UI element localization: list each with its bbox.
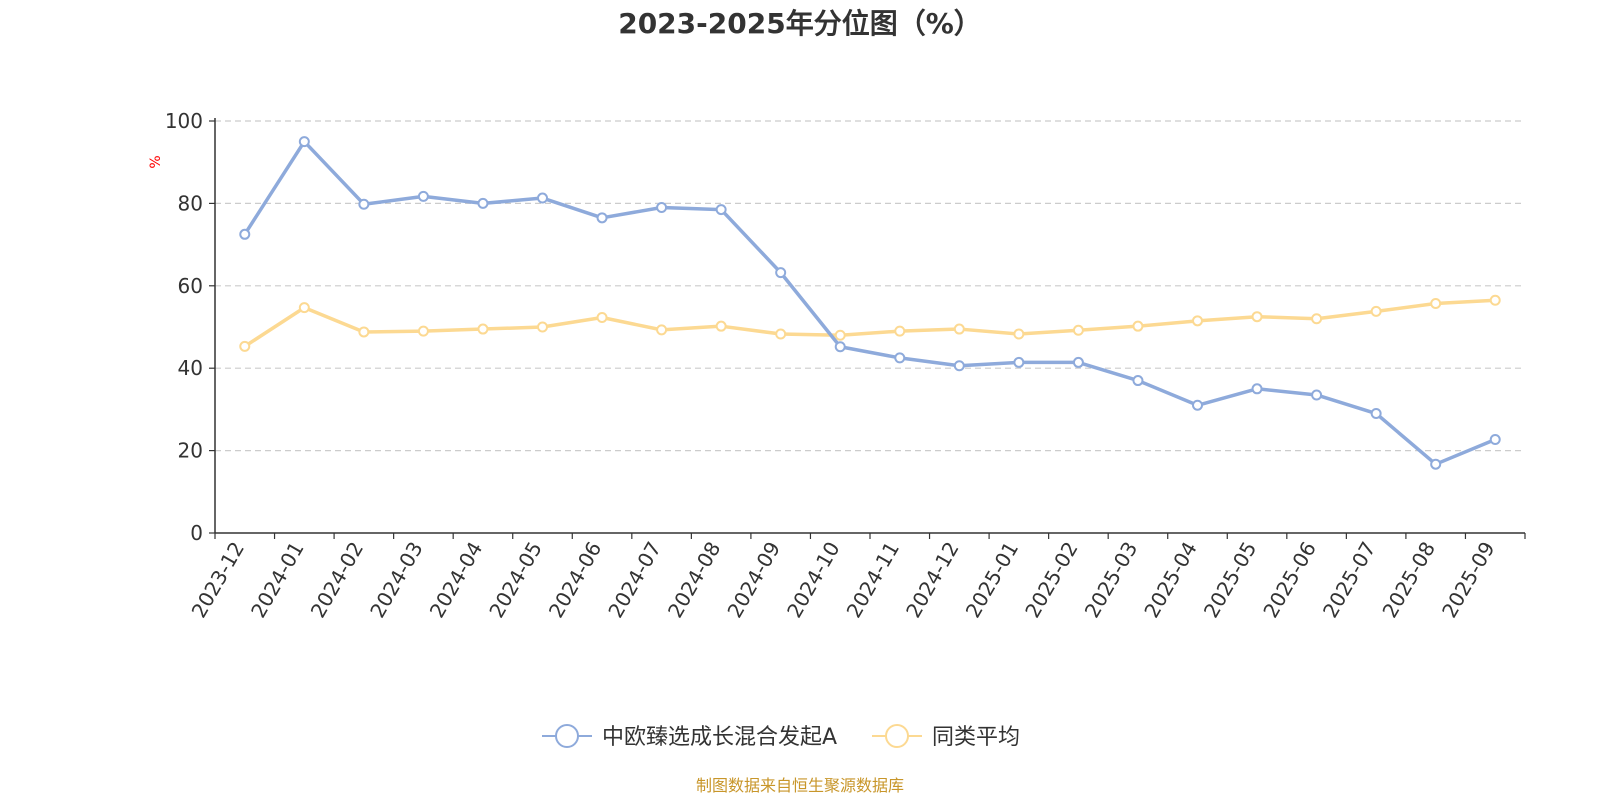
data-point[interactable] [417,190,429,202]
data-point[interactable] [715,320,727,332]
x-tick-label: 2024-05 [484,538,547,622]
data-point[interactable] [537,321,548,333]
legend[interactable]: 中欧臻选成长混合发起A 同类平均 [542,724,1020,750]
data-point[interactable] [596,212,608,224]
x-tick-label: 2025-07 [1318,538,1381,622]
legend-marker-icon [555,724,579,748]
data-point[interactable] [298,302,310,314]
data-point[interactable] [894,325,906,337]
series-line [243,139,1497,466]
data-point[interactable] [775,267,787,279]
data-point[interactable] [1311,313,1323,325]
y-tick-label: 60 [178,274,203,298]
data-point[interactable] [1430,458,1442,470]
x-tick-label: 2025-02 [1020,538,1083,622]
data-point[interactable] [1251,311,1263,323]
x-tick-label: 2025-08 [1377,538,1440,622]
x-tick-label: 2025-05 [1199,538,1262,622]
data-point[interactable] [1311,389,1323,401]
x-tick-label: 2024-07 [603,538,666,622]
data-point[interactable] [656,202,668,214]
x-tick-label: 2024-10 [782,538,845,622]
data-point[interactable] [834,341,846,353]
axes: 0 20 40 60 80 100 2023-122024-012024-022024-03… [165,109,1526,622]
data-point[interactable] [656,324,668,336]
data-point[interactable] [953,323,965,335]
data-point[interactable] [1489,294,1501,306]
data-point[interactable] [1132,375,1144,387]
x-tick-label: 2024-03 [365,538,428,622]
y-tick-label: 0 [190,521,203,545]
data-point[interactable] [596,312,608,324]
y-tick-label: 80 [178,191,203,215]
data-point[interactable] [1132,320,1144,332]
series-0 [239,136,1501,470]
data-point[interactable] [239,340,251,352]
y-axis-label: % [148,155,164,168]
legend-marker-icon [885,724,909,748]
data-point[interactable] [834,329,846,341]
x-tick-label: 2024-06 [544,538,607,622]
data-point[interactable] [1072,356,1084,368]
x-tick-label: 2025-09 [1437,538,1500,622]
data-point[interactable] [298,136,310,148]
data-point[interactable] [953,360,965,372]
data-point[interactable] [239,228,251,240]
data-point[interactable] [1370,305,1382,317]
data-point[interactable] [1192,399,1203,411]
legend-label: 中欧臻选成长混合发起A [602,725,837,750]
x-tick-label: 2023-12 [187,538,250,622]
y-tick-label: 100 [165,109,203,133]
gridlines [215,120,1525,452]
legend-label: 同类平均 [932,725,1020,750]
x-tick-label: 2024-12 [901,538,964,622]
data-point[interactable] [775,328,787,340]
data-point[interactable] [537,192,548,204]
y-tick-label: 40 [178,356,203,380]
chart-title: 2023-2025年分位图（%） [618,7,982,40]
data-point[interactable] [417,325,429,337]
series-1 [239,294,1501,352]
x-tick-label: 2025-03 [1080,538,1143,622]
data-point[interactable] [894,352,906,364]
data-point[interactable] [1192,315,1203,327]
x-tick-label: 2024-11 [842,538,905,622]
y-tick-label: 20 [178,439,203,463]
legend-item[interactable]: 同类平均 [872,724,1020,750]
source-note: 制图数据来自恒生聚源数据库 [696,776,904,795]
data-point[interactable] [358,198,370,210]
x-tick-label: 2024-04 [425,538,488,622]
x-tick-label: 2024-08 [663,538,726,622]
x-tick-label: 2025-04 [1139,538,1202,622]
data-point[interactable] [477,323,489,335]
x-tick-label: 2024-02 [306,538,369,622]
legend-item[interactable]: 中欧臻选成长混合发起A [542,724,837,750]
data-point[interactable] [477,197,489,209]
x-tick-label: 2025-01 [961,538,1024,622]
x-tick-label: 2025-06 [1258,538,1321,622]
x-tick-label: 2024-01 [246,538,309,622]
x-tick-label: 2024-09 [722,538,785,622]
data-point[interactable] [1072,324,1084,336]
data-point[interactable] [1370,408,1382,420]
data-point[interactable] [1430,298,1442,310]
series-line [243,298,1497,349]
data-point[interactable] [1013,356,1025,368]
data-point[interactable] [1251,383,1263,395]
series-layer [239,136,1501,470]
data-point[interactable] [715,204,727,216]
data-point[interactable] [1489,433,1501,445]
data-point[interactable] [1013,328,1025,340]
data-point[interactable] [358,326,370,338]
